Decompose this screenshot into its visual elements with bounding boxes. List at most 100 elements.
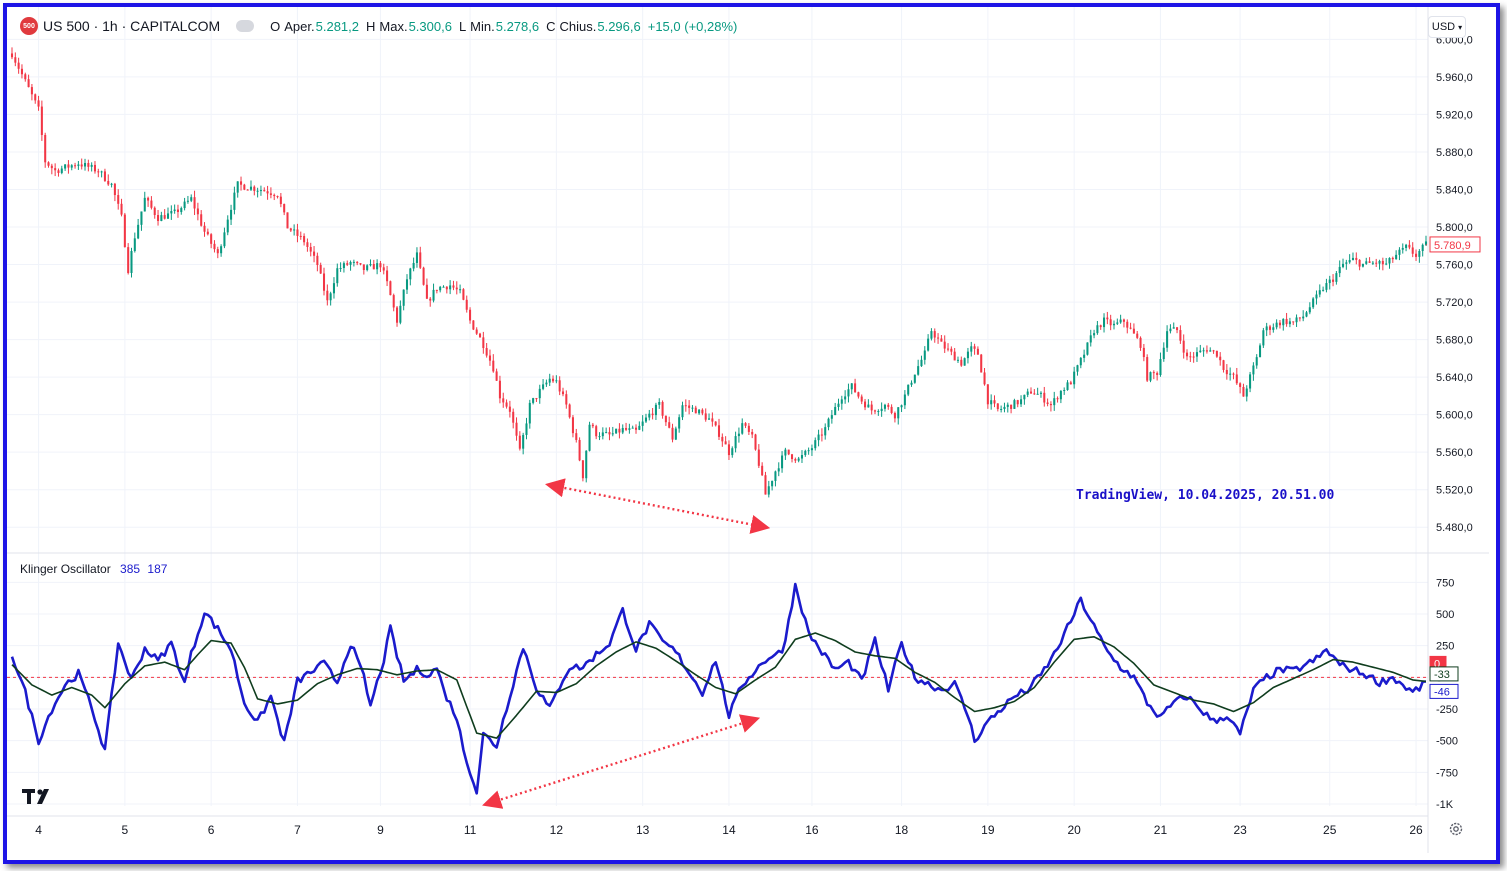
candle-body (644, 417, 648, 422)
candle (1351, 252, 1355, 261)
candle (336, 263, 339, 287)
candle (963, 357, 966, 366)
candle-body (923, 350, 926, 360)
candle-body (243, 184, 246, 190)
candle-body (1378, 260, 1381, 264)
candle-body (213, 243, 216, 250)
candle (240, 176, 243, 191)
candle-body (937, 337, 940, 339)
candle (1361, 263, 1364, 268)
candle-body (329, 293, 332, 301)
candle-body (512, 411, 515, 423)
candle (1265, 322, 1268, 337)
candle-body (1222, 360, 1225, 370)
candle (10, 47, 14, 60)
candle-body (472, 320, 475, 330)
kvo-value-tag: -46 (1434, 686, 1450, 698)
candle (67, 160, 70, 174)
currency-selector[interactable]: USD ▾ (1428, 16, 1466, 38)
tradingview-logo[interactable] (22, 786, 56, 810)
candle-body (1182, 340, 1185, 353)
candle-body (953, 351, 956, 361)
candle-body (827, 418, 830, 428)
candle (561, 387, 565, 397)
candle (973, 343, 976, 355)
candle (100, 170, 103, 178)
candle-body (747, 425, 750, 432)
candle (1106, 311, 1109, 325)
candle (671, 423, 674, 443)
candle-body (1029, 391, 1033, 394)
candle-body (495, 371, 498, 381)
candle-body (409, 268, 412, 280)
candle-body (900, 405, 903, 408)
candle-body (190, 197, 193, 201)
candle (701, 408, 704, 416)
candle-body (558, 380, 561, 392)
candle-body (910, 382, 913, 385)
settings-gear-icon[interactable] (1448, 821, 1464, 837)
candle-body (412, 262, 415, 269)
candle (724, 436, 727, 445)
candle-body (1232, 373, 1235, 375)
candle-body (266, 191, 269, 194)
candle (1195, 347, 1198, 362)
candle-body (608, 432, 611, 435)
candle (930, 328, 933, 341)
ohlc-label: Aper. (284, 18, 315, 34)
candle-body (1136, 333, 1139, 338)
candle (993, 395, 996, 408)
candle-body (40, 106, 43, 135)
hide-toggle-button[interactable] (236, 20, 255, 32)
time-tick-label: 18 (895, 823, 909, 837)
candle (1385, 257, 1388, 266)
candle-body (654, 404, 657, 416)
candle-body (1013, 400, 1016, 409)
chart-canvas[interactable]: 6.000,05.960,05.920,05.880,05.840,05.800… (7, 7, 1489, 853)
candle-body (678, 417, 681, 429)
candle-body (445, 286, 448, 290)
candle-body (1089, 335, 1092, 343)
candle (552, 375, 555, 383)
candle-body (887, 404, 890, 407)
candle (90, 162, 93, 172)
ohlc-label: O (270, 18, 281, 34)
candle (1305, 310, 1308, 318)
candle (837, 398, 840, 411)
candle (1063, 387, 1066, 395)
candle (289, 227, 292, 233)
candle-body (724, 441, 727, 445)
candle-body (478, 333, 482, 338)
symbol-logo[interactable]: 500 (20, 17, 38, 35)
candle-body (60, 168, 63, 173)
candle (1013, 398, 1016, 409)
candle-body (382, 267, 385, 271)
candle-body (153, 207, 156, 216)
candle (525, 417, 528, 440)
time-tick-label: 7 (294, 823, 301, 837)
candle (634, 424, 638, 434)
candle (442, 285, 445, 288)
candle-body (110, 183, 113, 185)
candle (737, 427, 740, 443)
candle-body (784, 449, 787, 456)
symbol-title[interactable]: US 500 · 1h · CAPITALCOM (43, 18, 221, 34)
candle (329, 291, 332, 306)
candle (910, 380, 913, 387)
candle (439, 285, 442, 293)
candle-body (1398, 249, 1401, 255)
candle (1395, 250, 1398, 260)
candle (1010, 404, 1013, 414)
candle-body (508, 406, 511, 412)
candle (445, 286, 448, 294)
candle-body (774, 471, 777, 481)
candle (817, 429, 820, 447)
candle (1069, 380, 1072, 385)
candle-body (625, 427, 628, 430)
candle (714, 421, 717, 427)
indicator-legend[interactable]: Klinger Oscillator 385 187 (20, 562, 167, 576)
candle (216, 246, 219, 259)
candle (621, 424, 624, 435)
candle-body (469, 309, 472, 321)
candle (1285, 312, 1288, 327)
